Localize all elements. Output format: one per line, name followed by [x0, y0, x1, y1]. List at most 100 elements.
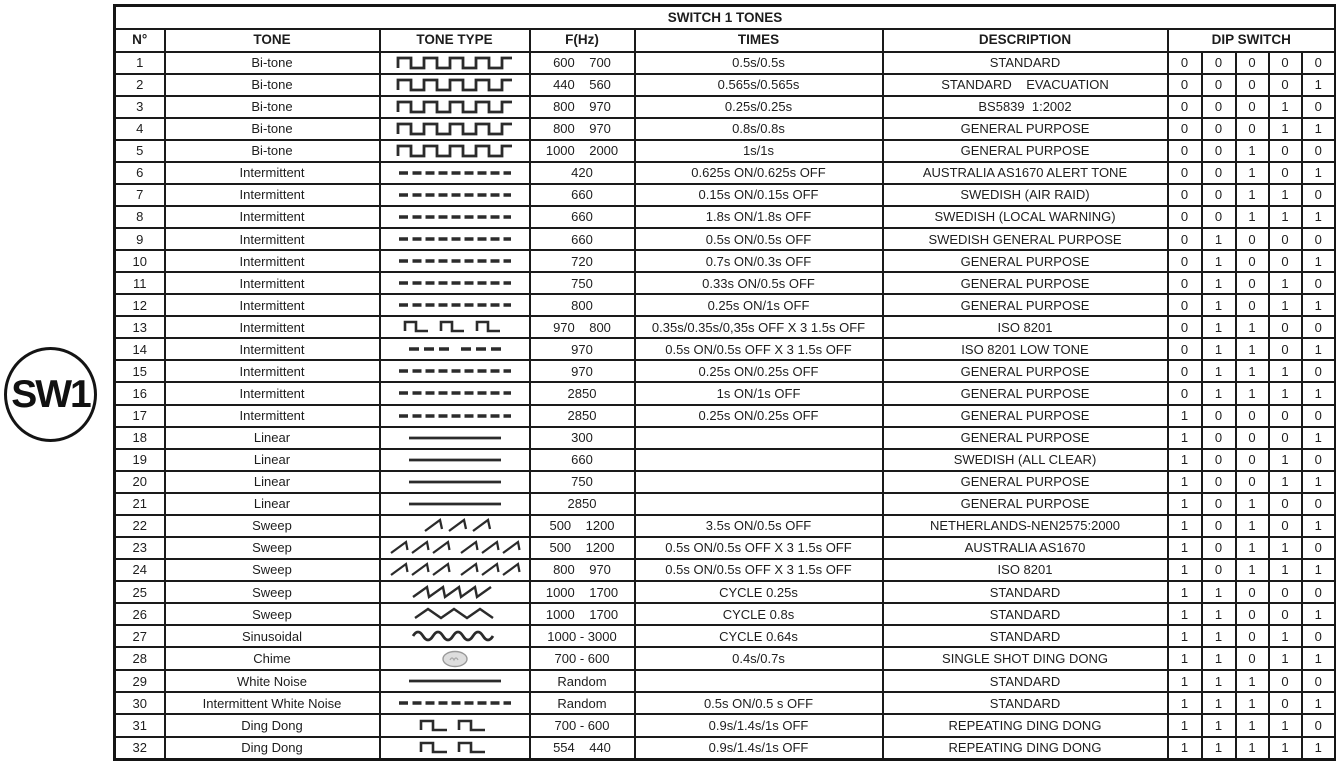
tone-row: 2 Bi-tone 440 560 0.565s/0.565s STANDARD EVA… [113, 72, 1336, 97]
switch1-tones-table: SWITCH 1 TONES N° TONE TONE TYPE F(Hz) T… [113, 4, 1336, 761]
description-cell: NETHERLANDS-NEN2575:2000 [881, 513, 1169, 538]
dip-switch-cell: 0 [1234, 293, 1270, 318]
dip-switch-cell: 1 [1234, 160, 1270, 185]
dip-switch-cell: 1 [1300, 469, 1336, 494]
row-number-cell: 20 [113, 469, 166, 494]
dip-switch-cell: 1 [1166, 713, 1203, 738]
times-cell: 0.9s/1.4s/1s OFF [633, 735, 884, 761]
tone-row: 10 Intermittent 720 0.7s ON/0.3s OFF GENERAL… [113, 249, 1336, 274]
row-number-cell: 18 [113, 425, 166, 450]
dip-switch-cell: 1 [1300, 72, 1336, 97]
frequency-cell: 1000 - 3000 [528, 624, 636, 649]
dip-switch-cell: 1 [1267, 646, 1303, 672]
description-cell: STANDARD [881, 691, 1169, 716]
col-header-number: N° [113, 27, 166, 53]
dip-switch-cell: 0 [1300, 94, 1336, 119]
dip-switch-cell: 1 [1166, 624, 1203, 649]
times-cell [633, 447, 884, 472]
tone-row: 3 Bi-tone 800 970 0.25s/0.25s BS5839 1:2002 0… [113, 94, 1336, 119]
solid-line-icon [378, 469, 531, 494]
dip-switch-cell: 0 [1300, 491, 1336, 516]
dip-switch-cell: 1 [1166, 469, 1203, 494]
dip-switch-cell: 0 [1166, 72, 1203, 97]
dip-switch-cell: 0 [1166, 315, 1203, 340]
times-cell [633, 425, 884, 450]
dip-switch-cell: 0 [1267, 226, 1303, 252]
frequency-cell: 800 [528, 293, 636, 318]
description-cell: GENERAL PURPOSE [881, 293, 1169, 318]
frequency-cell: 600 700 [528, 50, 636, 75]
dip-switch-cell: 1 [1234, 513, 1270, 538]
dip-switch-cell: 0 [1200, 204, 1237, 230]
row-number-cell: 21 [113, 491, 166, 516]
tone-name-cell: Intermittent [163, 337, 381, 362]
tone-row: 1 Bi-tone 600 700 0.5s/0.5s STANDARD 0 0 0 0 0 [113, 50, 1336, 75]
frequency-cell: 554 440 [528, 735, 636, 761]
frequency-cell: 970 800 [528, 315, 636, 340]
dip-switch-cell: 1 [1267, 204, 1303, 230]
description-cell: GENERAL PURPOSE [881, 425, 1169, 450]
dip-switch-cell: 1 [1267, 381, 1303, 406]
sawtooth-wave-icon [378, 579, 531, 605]
tone-row: 31 Ding Dong 700 - 600 0.9s/1.4s/1s OFF REPE… [113, 713, 1336, 738]
frequency-cell: 660 [528, 182, 636, 207]
dip-switch-cell: 0 [1200, 491, 1237, 516]
tones-table-body: 1 Bi-tone 600 700 0.5s/0.5s STANDARD 0 0 0 0 0 2 Bi… [113, 50, 1336, 761]
dip-switch-cell: 1 [1234, 735, 1270, 761]
square-wave-icon [378, 50, 531, 75]
dip-switch-cell: 1 [1166, 646, 1203, 672]
row-number-cell: 6 [113, 160, 166, 185]
dip-switch-cell: 0 [1267, 50, 1303, 75]
dip-switch-cell: 1 [1200, 293, 1237, 318]
row-number-cell: 32 [113, 735, 166, 761]
tone-name-cell: Chime [163, 646, 381, 672]
dip-switch-cell: 1 [1300, 425, 1336, 450]
dip-switch-cell: 1 [1267, 447, 1303, 472]
dip-switch-cell: 1 [1200, 646, 1237, 672]
dip-switch-cell: 0 [1267, 403, 1303, 428]
description-cell: AUSTRALIA AS1670 [881, 535, 1169, 560]
frequency-cell: Random [528, 691, 636, 716]
times-cell: 0.8s/0.8s [633, 116, 884, 141]
dip-switch-cell: 0 [1267, 425, 1303, 450]
frequency-cell: 660 [528, 447, 636, 472]
dip-switch-cell: 1 [1200, 271, 1237, 296]
times-cell: 0.25s/0.25s [633, 94, 884, 119]
tone-name-cell: Intermittent [163, 204, 381, 230]
tone-name-cell: Linear [163, 447, 381, 472]
tone-name-cell: Intermittent [163, 381, 381, 406]
dip-switch-cell: 1 [1166, 735, 1203, 761]
dip-switch-cell: 0 [1200, 447, 1237, 472]
dip-switch-cell: 1 [1200, 226, 1237, 252]
sw1-circle-label: SW1 [4, 347, 97, 442]
dip-switch-cell: 1 [1300, 249, 1336, 274]
times-cell [633, 491, 884, 516]
description-cell: GENERAL PURPOSE [881, 469, 1169, 494]
dip-switch-cell: 0 [1300, 182, 1336, 207]
solid-line-icon [378, 669, 531, 694]
dip-switch-cell: 1 [1300, 293, 1336, 318]
description-cell: SWEDISH GENERAL PURPOSE [881, 226, 1169, 252]
dip-switch-cell: 0 [1166, 116, 1203, 141]
dip-switch-cell: 0 [1200, 138, 1237, 163]
dip-switch-cell: 0 [1200, 160, 1237, 185]
dip-switch-cell: 0 [1300, 359, 1336, 384]
tone-name-cell: Intermittent [163, 403, 381, 428]
dip-switch-cell: 1 [1267, 624, 1303, 649]
dip-switch-cell: 1 [1166, 579, 1203, 605]
row-number-cell: 31 [113, 713, 166, 738]
frequency-cell: 800 970 [528, 116, 636, 141]
tone-row: 27 Sinusoidal 1000 - 3000 CYCLE 0.64s STANDA… [113, 624, 1336, 649]
table-title-row: SWITCH 1 TONES [113, 4, 1336, 30]
dip-switch-cell: 1 [1267, 735, 1303, 761]
dip-switch-cell: 1 [1267, 94, 1303, 119]
times-cell: 0.25s ON/0.25s OFF [633, 403, 884, 428]
dip-switch-cell: 0 [1166, 359, 1203, 384]
dip-switch-cell: 1 [1234, 204, 1270, 230]
col-header-frequency: F(Hz) [528, 27, 636, 53]
frequency-cell: 750 [528, 271, 636, 296]
dip-switch-cell: 1 [1166, 403, 1203, 428]
frequency-cell: 660 [528, 204, 636, 230]
frequency-cell: 800 970 [528, 94, 636, 119]
sw1-label-text: SW1 [11, 372, 92, 416]
